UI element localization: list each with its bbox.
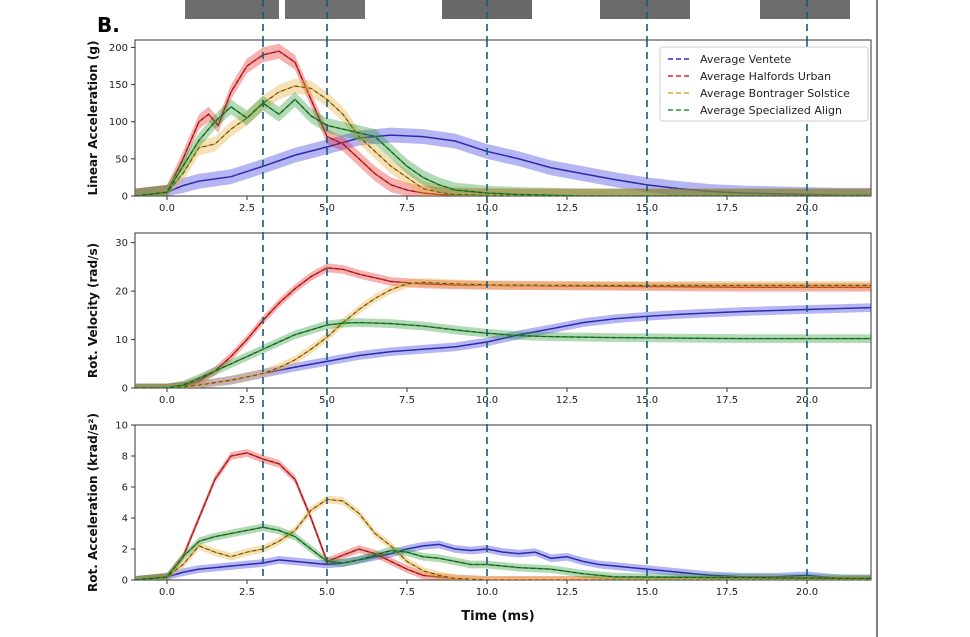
x-tick-label: 12.5 [556,203,578,214]
series-mean-dash-2 [135,452,871,580]
series-mean-dash-4 [135,98,871,196]
video-frame-2 [285,0,365,19]
y-tick-label: 20 [115,287,128,298]
x-tick-label: 17.5 [716,203,738,214]
series-band-1 [135,540,871,580]
chart-panel-1: 0.02.55.07.510.012.515.017.520.005010015… [86,39,872,214]
y-tick-label: 10 [115,335,128,346]
plot-frame [134,232,872,389]
series-band-4 [135,523,871,580]
y-tick-label: 0 [122,192,128,203]
legend-entry: Average Halfords Urban [700,70,831,83]
legend-box [659,46,869,122]
y-tick-label: 0 [122,384,128,395]
x-tick-label: 15.0 [636,587,658,598]
chart-panel-3: 0.0 2.5 5.0 7.5 10.0 12.5 15.0 17.5 20.0 0 2 4 6 8 10 R… [86,413,872,598]
video-frame-strip [185,0,850,19]
x-tick-label: 0.0 [159,587,175,598]
y-tick-label: 8 [122,452,128,463]
chart-panel-2: 0.02.55.07.510.012.515.017.520.00102030R… [86,232,872,406]
legend-entry: Average Bontrager Solstice [700,87,850,100]
y-tick-label: 4 [122,514,128,525]
y-axis-label: Rot. Velocity (rad/s) [86,243,100,378]
series-mean-dash-1 [135,134,871,196]
plot-area [135,449,871,580]
series-mean-dash-4 [135,526,871,580]
panels: 0.02.55.07.510.012.515.017.520.005010015… [86,0,872,598]
video-frame-4 [600,0,690,19]
x-tick-label: 7.5 [399,203,415,214]
series-mean-dash-1 [135,307,871,388]
video-frame-1 [185,0,279,19]
y-tick-label: 50 [115,154,128,165]
y-tick-label: 100 [109,117,128,128]
x-tick-label: 17.5 [716,395,738,406]
series-mean-dash-3 [135,498,871,580]
plot-area [135,263,871,388]
video-frame-3 [442,0,532,19]
series-band-4 [135,92,871,196]
x-tick-label: 2.5 [239,395,255,406]
x-tick-label: 7.5 [399,395,415,406]
series-mean-dash-2 [135,50,871,196]
y-tick-label: 150 [109,80,128,91]
x-tick-label: 2.5 [239,587,255,598]
series-mean-dash-4 [135,322,871,388]
x-tick-label: 20.0 [796,587,818,598]
x-tick-label: 10.0 [476,587,498,598]
x-axis-label: Time (ms) [461,609,534,624]
y-tick-label: 6 [122,483,128,494]
series-band-1 [135,127,871,196]
series-band-1 [135,303,871,388]
x-tick-label: 7.5 [399,587,415,598]
x-tick-label: 12.5 [556,395,578,406]
x-tick-label: 0.0 [159,203,175,214]
video-frame-5 [760,0,850,19]
series-mean-dash-3 [135,282,871,388]
series-band-3 [135,278,871,388]
y-axis-label: Linear Acceleration (g) [86,41,100,196]
y-tick-label: 200 [109,43,128,54]
panel-letter: B. [97,13,120,37]
series-mean-dash-1 [135,543,871,580]
legend: Average Ventete Average Halfords Urban Ave… [659,46,869,122]
series-mean-dash-3 [135,85,871,196]
x-tick-label: 12.5 [556,587,578,598]
x-tick-label: 2.5 [239,203,255,214]
y-tick-label: 2 [122,545,128,556]
x-tick-label: 17.5 [716,587,738,598]
y-tick-label: 10 [115,421,128,432]
plot-area [135,43,871,196]
x-tick-label: 5.0 [319,587,335,598]
y-tick-label: 0 [122,576,128,587]
legend-entry: Average Ventete [700,53,791,66]
y-axis-label: Rot. Acceleration (krad/s²) [86,413,100,592]
y-tick-label: 30 [115,238,128,249]
plot-frame [134,424,872,581]
x-tick-label: 0.0 [159,395,175,406]
series-band-4 [135,318,871,388]
legend-entry: Average Specialized Align [700,104,842,117]
series-band-3 [135,495,871,580]
